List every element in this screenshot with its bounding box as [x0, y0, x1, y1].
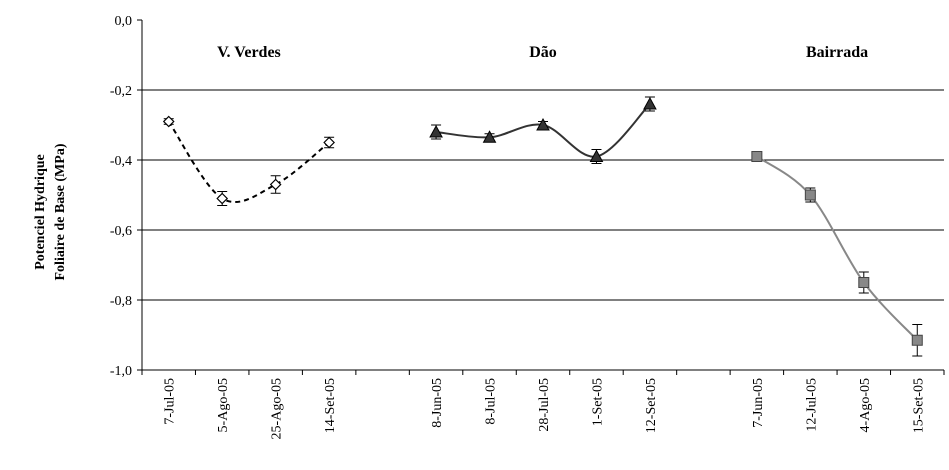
series-1: [429, 96, 657, 164]
x-tick-label: 25-Ago-05: [270, 378, 285, 439]
data-point: [429, 124, 443, 138]
y-tick-labels: 0,0 -0,2 -0,4 -0,6 -0,8 -1,0: [110, 14, 132, 379]
series-2: [751, 151, 923, 357]
x-tick-label: 14-Set-05: [323, 378, 338, 433]
x-tick-label: 12-Jul-05: [804, 378, 819, 432]
x-tick-label: 8-Jul-05: [484, 378, 499, 425]
axes: [137, 19, 945, 375]
data-point: [536, 117, 550, 131]
gridlines: [142, 89, 944, 301]
data-point: [589, 149, 604, 162]
group-title: Dão: [529, 44, 557, 61]
series: [162, 96, 923, 357]
group-titles: V. Verdes Dão Bairrada: [217, 44, 868, 61]
y-tick-label: -0,4: [110, 154, 132, 169]
group-title: V. Verdes: [217, 44, 281, 61]
x-tick-label: 28-Jul-05: [537, 378, 552, 432]
x-tick-label: 5-Ago-05: [216, 378, 231, 432]
data-point: [643, 96, 657, 110]
y-tick-label: 0,0: [115, 14, 133, 29]
y-tick-label: -0,2: [110, 84, 132, 99]
y-tick-label: -0,8: [110, 294, 132, 309]
y-tick-label: -0,6: [110, 224, 132, 239]
x-tick-label: 12-Set-05: [644, 378, 659, 433]
x-tick-labels: 7-Jul-05 5-Ago-05 25-Ago-05 14-Set-05 8-Jun-…: [163, 378, 927, 439]
data-point: [804, 189, 816, 201]
data-point: [911, 334, 923, 346]
data-point: [216, 192, 229, 205]
y-axis-label-line-2: Foliaire de Base (MPa): [53, 143, 68, 280]
series-0: [162, 115, 335, 206]
x-tick-label: 7-Jun-05: [751, 378, 766, 428]
x-tick-label: 15-Set-05: [911, 378, 926, 433]
series-line: [756, 155, 919, 341]
y-axis-label-line-1: Potenciel Hydrique: [33, 154, 48, 270]
x-tick-label: 8-Jun-05: [430, 378, 445, 428]
series-line: [167, 120, 330, 204]
data-point: [162, 115, 175, 128]
x-tick-label: 4-Ago-05: [858, 378, 873, 432]
x-tick-label: 1-Set-05: [590, 378, 605, 426]
group-title: Bairrada: [806, 44, 868, 61]
data-point: [751, 151, 763, 162]
data-point: [269, 178, 282, 191]
y-tick-label: -1,0: [110, 364, 132, 379]
x-tick-label: 7-Jul-05: [163, 378, 178, 425]
data-point: [858, 277, 870, 288]
data-point: [323, 136, 335, 149]
data-point: [482, 130, 497, 143]
